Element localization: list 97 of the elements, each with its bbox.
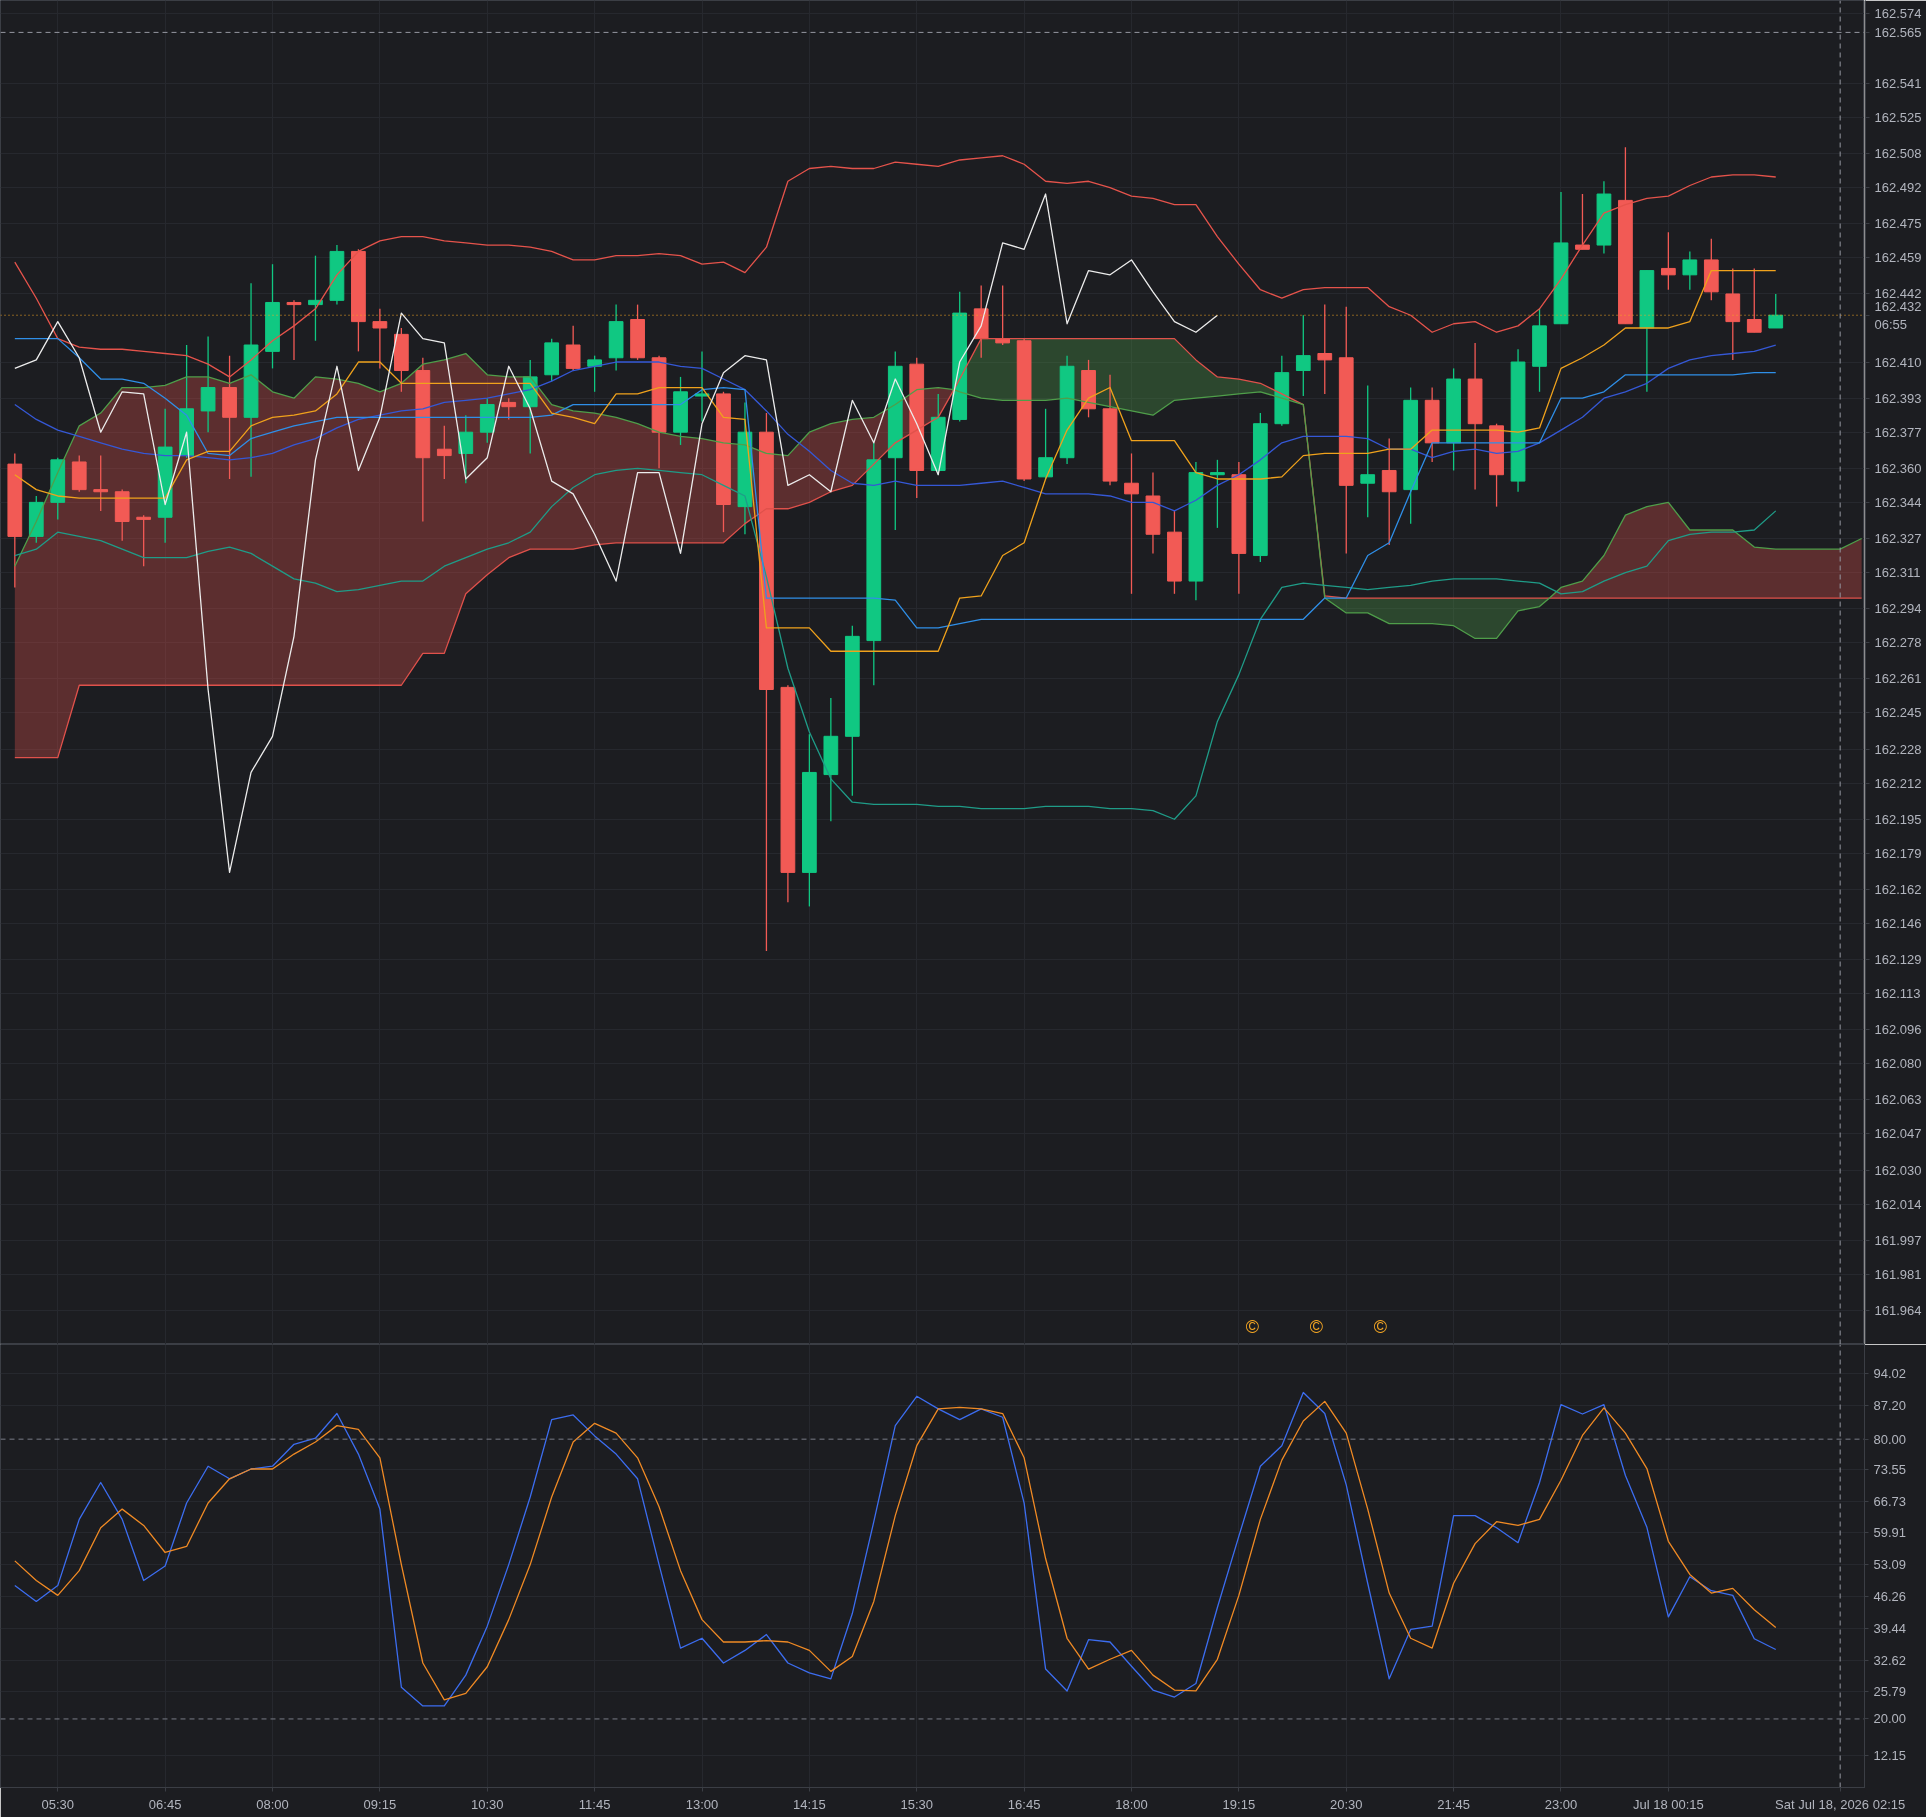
y-tick-label: 162.360 bbox=[1874, 460, 1922, 476]
ref-line-label: 20.00 bbox=[1873, 1711, 1907, 1727]
y-tick-label: 162.146 bbox=[1874, 915, 1922, 931]
y-tick-label: 73.55 bbox=[1873, 1461, 1907, 1477]
x-tick-label: Jul 18 00:15 bbox=[1632, 1796, 1704, 1812]
y-tick-label: 39.44 bbox=[1873, 1620, 1907, 1636]
candlestick bbox=[93, 454, 109, 512]
ref-line-label: 80.00 bbox=[1873, 1431, 1907, 1447]
line-series bbox=[14, 155, 1777, 378]
y-tick-label: 32.62 bbox=[1873, 1652, 1907, 1668]
y-tick-label: 162.541 bbox=[1874, 75, 1922, 91]
candlestick bbox=[1360, 384, 1376, 518]
y-tick-label: 162.113 bbox=[1874, 986, 1921, 1002]
candlestick bbox=[1575, 193, 1590, 250]
candlestick bbox=[694, 350, 710, 423]
candlestick bbox=[1124, 452, 1139, 595]
y-tick-label: 12.15 bbox=[1873, 1748, 1907, 1764]
x-tick-label: 05:30 bbox=[41, 1796, 75, 1812]
line-series bbox=[14, 467, 1777, 820]
y-tick-label: 25.79 bbox=[1873, 1684, 1907, 1700]
candlestick bbox=[1660, 231, 1676, 291]
x-tick-label: 09:15 bbox=[363, 1796, 397, 1812]
candlestick bbox=[1682, 250, 1698, 291]
x-tick-label: 06:45 bbox=[148, 1796, 182, 1812]
y-tick-label: 162.459 bbox=[1874, 250, 1922, 266]
y-tick-label: 162.327 bbox=[1874, 531, 1922, 547]
y-tick-label: 161.981 bbox=[1874, 1266, 1922, 1282]
candlestick bbox=[1038, 408, 1053, 480]
candlestick bbox=[1210, 459, 1225, 529]
candlestick bbox=[1317, 303, 1333, 395]
y-tick-label: 162.574 bbox=[1874, 5, 1922, 21]
y-tick-label: 162.508 bbox=[1874, 146, 1922, 162]
candlestick bbox=[1746, 267, 1762, 333]
y-tick-label: 162.525 bbox=[1874, 109, 1922, 125]
candlestick bbox=[1768, 293, 1784, 329]
y-tick-label: 46.26 bbox=[1873, 1589, 1907, 1604]
y-tick-label: 162.245 bbox=[1874, 705, 1922, 721]
x-tick-label: 23:00 bbox=[1544, 1796, 1578, 1812]
candlestick bbox=[1381, 437, 1397, 546]
candlestick bbox=[436, 425, 452, 480]
y-tick-label: 161.964 bbox=[1874, 1302, 1922, 1318]
y-tick-label: 162.261 bbox=[1874, 671, 1922, 687]
ref-line-label: Sat Jul 18, 2026 02:15 bbox=[1775, 1796, 1906, 1812]
y-tick-label: 162.063 bbox=[1874, 1092, 1922, 1108]
candlestick bbox=[136, 514, 152, 567]
y-tick-label: 162.047 bbox=[1874, 1126, 1922, 1142]
candlestick bbox=[372, 308, 388, 370]
x-tick-label: 10:30 bbox=[470, 1796, 504, 1812]
candlestick bbox=[1295, 314, 1311, 397]
candlestick bbox=[286, 299, 302, 361]
y-tick-label: 162.014 bbox=[1874, 1196, 1922, 1212]
x-tick-label: 19:15 bbox=[1222, 1796, 1256, 1812]
line-series bbox=[14, 344, 1777, 512]
ref-line-label: 162.565 bbox=[1874, 24, 1922, 40]
candlestick bbox=[995, 284, 1011, 346]
y-tick-label: 162.195 bbox=[1874, 811, 1922, 827]
candlestick bbox=[200, 335, 216, 433]
y-tick-label: 162.475 bbox=[1874, 216, 1922, 232]
x-tick-label: 08:00 bbox=[256, 1796, 289, 1812]
x-tick-label: 16:45 bbox=[1007, 1796, 1041, 1812]
candlestick bbox=[458, 414, 474, 484]
annotation: © bbox=[1373, 1316, 1388, 1337]
x-tick-label: 18:00 bbox=[1115, 1796, 1148, 1812]
x-tick-label: 13:00 bbox=[685, 1796, 719, 1812]
y-tick-label: 162.096 bbox=[1874, 1022, 1922, 1038]
y-tick-label: 162.294 bbox=[1874, 601, 1922, 617]
y-tick-label: 162.162 bbox=[1874, 881, 1922, 897]
line-series bbox=[14, 193, 1219, 874]
y-tick-label: 162.129 bbox=[1874, 952, 1922, 968]
y-tick-label: 161.997 bbox=[1874, 1232, 1922, 1248]
y-tick-label: 162.377 bbox=[1874, 424, 1922, 440]
y-tick-label: 162.393 bbox=[1874, 390, 1922, 406]
y-tick-label: 162.228 bbox=[1874, 741, 1922, 757]
annotation: © bbox=[1309, 1316, 1324, 1337]
candlestick bbox=[501, 397, 517, 421]
candlestick bbox=[565, 325, 581, 372]
y-tick-label: 162.179 bbox=[1874, 845, 1922, 861]
x-tick-label: 15:30 bbox=[900, 1796, 934, 1812]
y-tick-label: 162.344 bbox=[1874, 494, 1922, 510]
y-tick-label: 94.02 bbox=[1873, 1366, 1907, 1382]
x-tick-label: 14:15 bbox=[793, 1796, 826, 1812]
y-tick-label: 87.20 bbox=[1873, 1398, 1907, 1414]
y-tick-label: 59.91 bbox=[1873, 1525, 1907, 1541]
y-tick-label: 53.09 bbox=[1873, 1557, 1907, 1573]
x-tick-label: 21:45 bbox=[1437, 1796, 1470, 1812]
candlestick bbox=[587, 354, 602, 393]
x-tick-label: 20:30 bbox=[1329, 1796, 1363, 1812]
y-tick-label: 162.080 bbox=[1874, 1056, 1922, 1072]
y-tick-label: 66.73 bbox=[1873, 1493, 1907, 1509]
y-tick-label: 162.311 bbox=[1874, 565, 1921, 581]
annotation: © bbox=[1245, 1316, 1260, 1337]
y-tick-label: 162.030 bbox=[1874, 1162, 1922, 1178]
y-tick-label: 162.492 bbox=[1874, 180, 1922, 196]
y-tick-label: 162.278 bbox=[1874, 635, 1922, 651]
y-tick-label: 162.410 bbox=[1874, 354, 1922, 370]
y-tick-label: 162.212 bbox=[1874, 775, 1922, 791]
x-tick-label: 11:45 bbox=[578, 1796, 611, 1812]
